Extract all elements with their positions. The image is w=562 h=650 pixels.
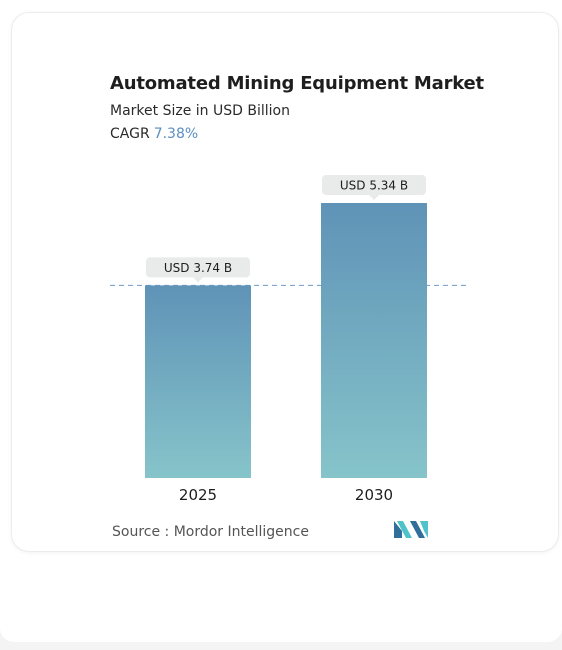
data-label-pointer-2025 [193,277,203,283]
cagr-line: CAGR 7.38% [110,126,198,142]
chart-subtitle: Market Size in USD Billion [110,103,290,119]
x-tick-label-2025: 2025 [179,486,217,504]
data-label-2030: USD 5.34 B [340,179,408,193]
bar-2030 [321,203,427,478]
bar-2025 [145,285,251,478]
x-tick-label-2030: 2030 [355,486,393,504]
chart-title: Automated Mining Equipment Market [110,73,484,94]
mordor-intelligence-logo-icon [394,521,428,538]
cagr-label: CAGR [110,126,150,142]
source-text: Source : Mordor Intelligence [112,524,309,540]
data-label-pointer-2030 [369,195,379,200]
bar-chart: USD 3.74 B 2025 USD 5.34 B 2030 [110,175,466,504]
data-label-background-2025 [146,257,250,278]
data-label-background-2030 [322,175,426,195]
data-label-2025: USD 3.74 B [164,261,232,275]
chart-card [11,12,559,552]
cagr-value: 7.38% [153,126,199,142]
